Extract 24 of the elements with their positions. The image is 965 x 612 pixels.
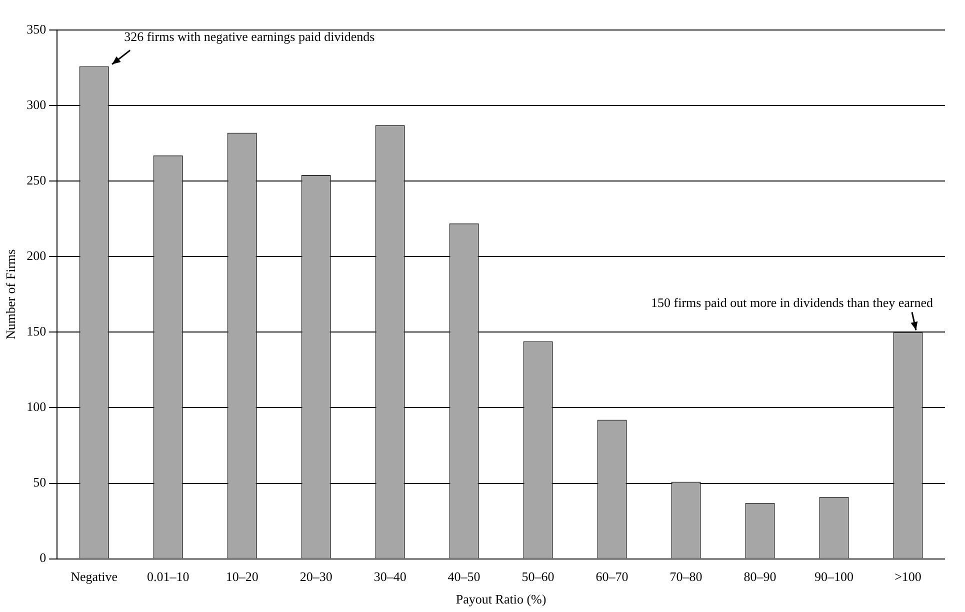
annotation: 326 firms with negative earnings paid dividends <box>124 29 375 44</box>
x-tick-label: Negative <box>70 569 118 584</box>
annotation: 150 firms paid out more in dividends than they earned <box>651 295 934 310</box>
y-tick-label: 100 <box>26 399 46 414</box>
x-tick-label: 40–50 <box>448 569 480 584</box>
x-tick-label: 90–100 <box>814 569 854 584</box>
x-tick-label: 60–70 <box>596 569 628 584</box>
y-tick-label: 50 <box>33 474 46 490</box>
x-tick-label: 10–20 <box>226 569 258 584</box>
x-tick-label: 0.01–10 <box>146 569 190 584</box>
y-tick-label: 200 <box>26 248 46 264</box>
x-tick-label: >100 <box>894 569 922 584</box>
x-tick-label: 50–60 <box>522 569 554 584</box>
x-axis-title: Payout Ratio (%) <box>456 592 546 607</box>
y-tick-label: 300 <box>26 96 46 112</box>
y-tick-label: 0 <box>40 550 46 566</box>
x-tick-label: 20–30 <box>300 569 332 584</box>
y-axis-title: Number of Firms <box>3 249 18 340</box>
x-tick-label: 30–40 <box>374 569 406 584</box>
x-tick-label: 80–90 <box>744 569 776 584</box>
y-tick-label: 350 <box>26 21 46 36</box>
x-tick-label: 70–80 <box>670 569 702 584</box>
y-tick-label: 150 <box>26 324 46 339</box>
y-tick-label: 250 <box>26 172 46 188</box>
